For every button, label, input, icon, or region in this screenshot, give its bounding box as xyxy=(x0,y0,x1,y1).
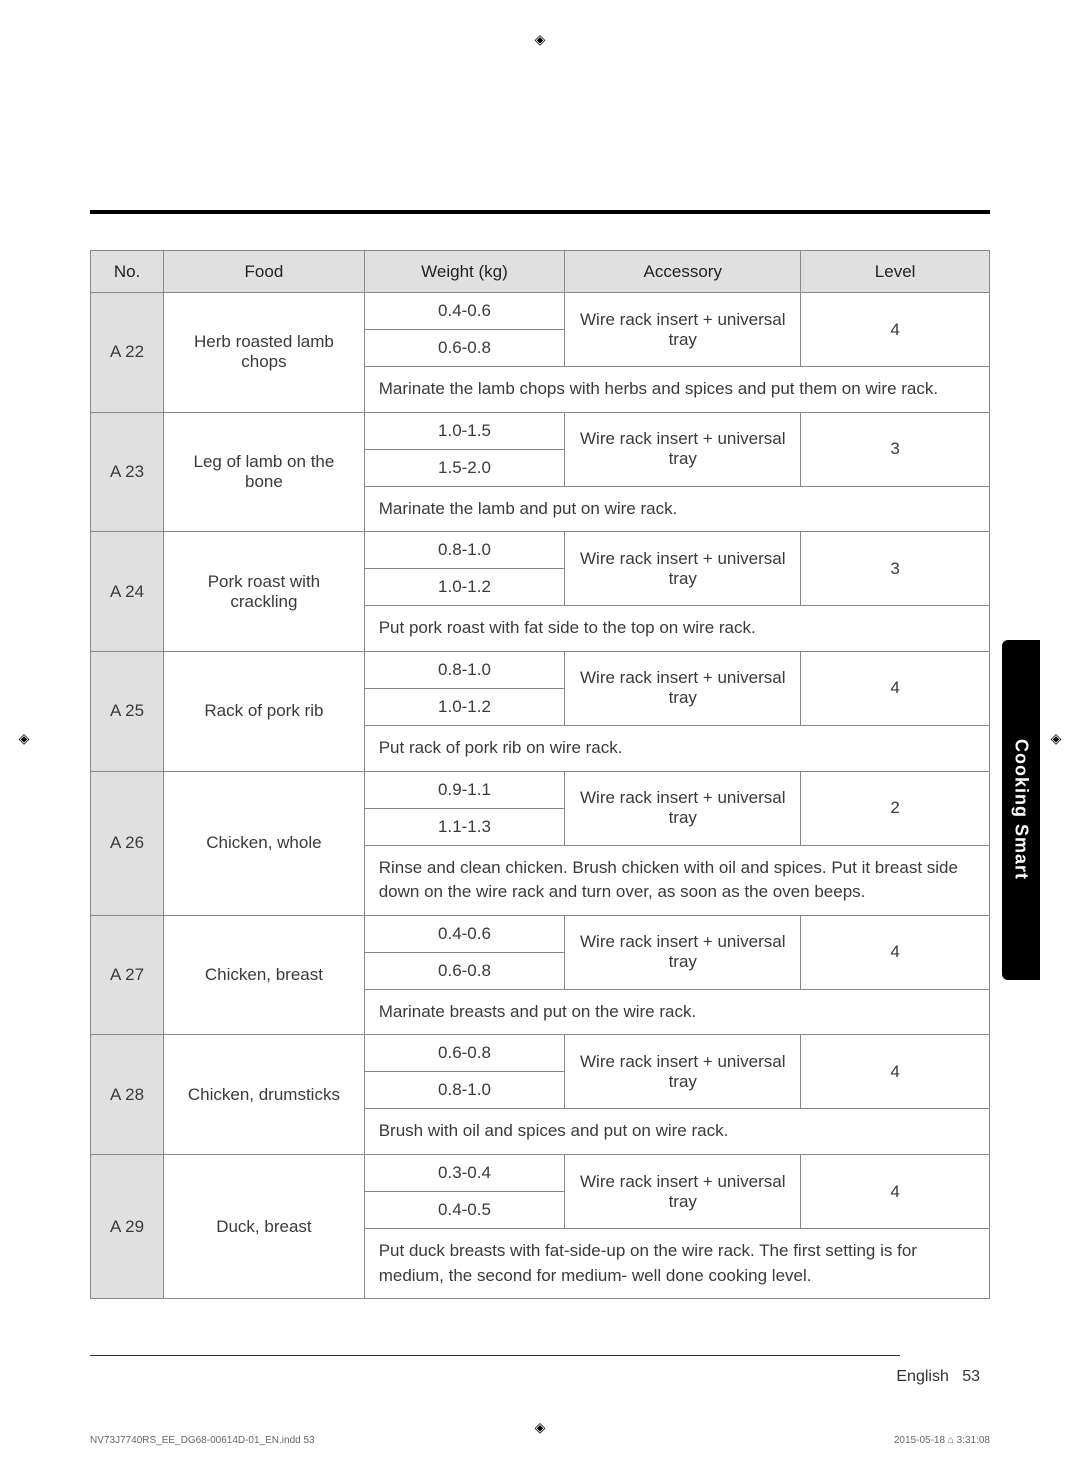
cell-food: Leg of lamb on the bone xyxy=(164,412,365,532)
print-footer-left: NV73J7740RS_EE_DG68-00614D-01_EN.indd 53 xyxy=(90,1435,315,1446)
cell-no: A 28 xyxy=(91,1035,164,1155)
registration-mark-icon: ◈ xyxy=(1047,729,1065,747)
cell-weight: 1.0-1.5 xyxy=(364,412,565,449)
cell-accessory: Wire rack insert + universal tray xyxy=(565,915,801,989)
cell-accessory: Wire rack insert + universal tray xyxy=(565,1035,801,1109)
cell-weight: 0.9-1.1 xyxy=(364,771,565,808)
cell-weight: 0.4-0.6 xyxy=(364,293,565,330)
cell-weight: 0.8-1.0 xyxy=(364,1072,565,1109)
cell-level: 4 xyxy=(801,1155,990,1229)
cell-no: A 29 xyxy=(91,1155,164,1299)
cell-food: Chicken, drumsticks xyxy=(164,1035,365,1155)
cell-food: Pork roast with crackling xyxy=(164,532,365,652)
cell-weight: 1.0-1.2 xyxy=(364,688,565,725)
col-header-accessory: Accessory xyxy=(565,251,801,293)
cell-note: Put rack of pork rib on wire rack. xyxy=(364,725,989,771)
cell-food: Herb roasted lamb chops xyxy=(164,293,365,413)
registration-mark-icon: ◈ xyxy=(531,1418,549,1436)
registration-mark-icon: ◈ xyxy=(15,729,33,747)
cell-weight: 1.1-1.3 xyxy=(364,808,565,845)
cell-weight: 1.0-1.2 xyxy=(364,569,565,606)
print-footer: NV73J7740RS_EE_DG68-00614D-01_EN.indd 53… xyxy=(90,1435,990,1446)
section-tab-label: Cooking Smart xyxy=(1011,739,1032,880)
cell-no: A 26 xyxy=(91,771,164,915)
print-footer-right: 2015-05-18 ⌂ 3:31:08 xyxy=(894,1435,990,1446)
cell-weight: 0.4-0.6 xyxy=(364,915,565,952)
cell-no: A 22 xyxy=(91,293,164,413)
col-header-food: Food xyxy=(164,251,365,293)
cell-note: Marinate breasts and put on the wire rac… xyxy=(364,989,989,1035)
cell-no: A 25 xyxy=(91,651,164,771)
cell-accessory: Wire rack insert + universal tray xyxy=(565,651,801,725)
cell-level: 2 xyxy=(801,771,990,845)
col-header-level: Level xyxy=(801,251,990,293)
cell-level: 4 xyxy=(801,1035,990,1109)
cell-accessory: Wire rack insert + universal tray xyxy=(565,412,801,486)
cell-note: Brush with oil and spices and put on wir… xyxy=(364,1109,989,1155)
cell-no: A 23 xyxy=(91,412,164,532)
header-rule xyxy=(90,210,990,214)
cell-no: A 27 xyxy=(91,915,164,1035)
cooking-table: No. Food Weight (kg) Accessory Level A 2… xyxy=(90,250,990,1299)
cell-food: Rack of pork rib xyxy=(164,651,365,771)
cell-weight: 0.8-1.0 xyxy=(364,532,565,569)
col-header-no: No. xyxy=(91,251,164,293)
cell-no: A 24 xyxy=(91,532,164,652)
cell-weight: 0.6-0.8 xyxy=(364,330,565,367)
cell-accessory: Wire rack insert + universal tray xyxy=(565,1155,801,1229)
cell-weight: 1.5-2.0 xyxy=(364,449,565,486)
cell-accessory: Wire rack insert + universal tray xyxy=(565,293,801,367)
footer-page: 53 xyxy=(962,1368,980,1385)
cell-food: Duck, breast xyxy=(164,1155,365,1299)
cell-level: 3 xyxy=(801,412,990,486)
cell-weight: 0.8-1.0 xyxy=(364,651,565,688)
cell-note: Put pork roast with fat side to the top … xyxy=(364,606,989,652)
cell-level: 4 xyxy=(801,293,990,367)
section-tab: Cooking Smart xyxy=(1002,640,1040,980)
registration-mark-icon: ◈ xyxy=(531,30,549,48)
cell-food: Chicken, whole xyxy=(164,771,365,915)
cell-accessory: Wire rack insert + universal tray xyxy=(565,532,801,606)
cell-accessory: Wire rack insert + universal tray xyxy=(565,771,801,845)
cell-level: 3 xyxy=(801,532,990,606)
cell-weight: 0.6-0.8 xyxy=(364,1035,565,1072)
cell-weight: 0.6-0.8 xyxy=(364,952,565,989)
cell-level: 4 xyxy=(801,915,990,989)
cell-weight: 0.4-0.5 xyxy=(364,1192,565,1229)
cell-food: Chicken, breast xyxy=(164,915,365,1035)
col-header-weight: Weight (kg) xyxy=(364,251,565,293)
cell-note: Marinate the lamb chops with herbs and s… xyxy=(364,367,989,413)
cell-note: Rinse and clean chicken. Brush chicken w… xyxy=(364,845,989,915)
cell-level: 4 xyxy=(801,651,990,725)
cell-note: Put duck breasts with fat-side-up on the… xyxy=(364,1229,989,1299)
page-footer: English 53 xyxy=(896,1368,980,1386)
cell-weight: 0.3-0.4 xyxy=(364,1155,565,1192)
footer-rule xyxy=(90,1355,900,1356)
cell-note: Marinate the lamb and put on wire rack. xyxy=(364,486,989,532)
footer-lang: English xyxy=(896,1368,948,1385)
